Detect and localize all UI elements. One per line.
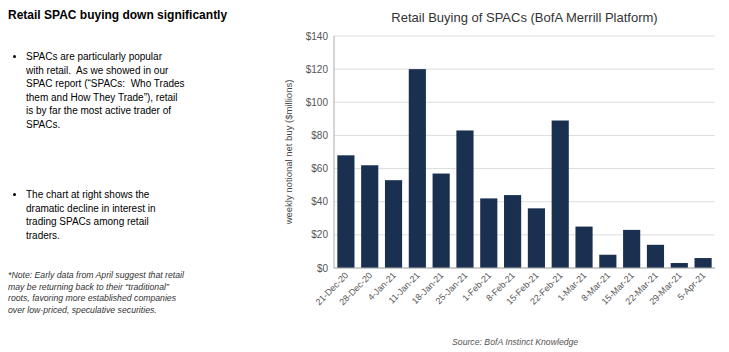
note-text: *Note: Early data from April suggest tha…: [8, 270, 184, 317]
bar: 4-Jan-21: 53: [385, 180, 402, 268]
bar: 25-Jan-21: 83: [456, 130, 473, 268]
bar: 18-Jan-21: 57: [433, 174, 450, 268]
bar: 8-Mar-21: 8: [599, 255, 616, 268]
y-axis: $0 $20 $40 $60 $80 $100 $120 $140: [306, 31, 329, 274]
bullet-text: The chart at right shows the dramatic de…: [26, 188, 156, 242]
bar: 21-Dec-20: 68: [337, 155, 354, 268]
bar: 1-Mar-21: 25: [575, 227, 592, 268]
bullet-list: SPACs are particularly popular with reta…: [8, 50, 185, 131]
bar: 22-Mar-21: 14: [647, 245, 664, 268]
y-tick-label: $120: [306, 64, 329, 75]
bar: 15-Mar-21: 23: [623, 230, 640, 268]
bullet-text: SPACs are particularly popular with reta…: [26, 50, 185, 131]
bar: 5-Apr-21: 6: [695, 258, 712, 268]
y-axis-label: weekly notional net buy ($millions): [283, 80, 294, 226]
y-tick-label: $60: [311, 163, 328, 174]
bar: 15-Feb-21: 36: [528, 208, 545, 268]
x-tick-label: 29-Mar-21: [647, 270, 683, 306]
text-panel: Retail SPAC buying down significantly SPA…: [8, 0, 270, 352]
bar: 22-Feb-21: 89: [552, 121, 569, 268]
grid-line: [334, 102, 715, 103]
y-tick-label: $0: [317, 263, 329, 274]
y-tick-label: $140: [306, 31, 329, 42]
x-axis: 21-Dec-2028-Dec-204-Jan-2111-Jan-2118-Ja…: [314, 270, 708, 307]
x-tick-label: 5-Apr-21: [676, 270, 708, 302]
x-axis-line: [334, 268, 715, 269]
grid-line: [334, 268, 715, 269]
bar: 29-Mar-21: 3: [671, 263, 688, 268]
y-tick-label: $80: [311, 130, 328, 141]
y-tick-label: $40: [311, 196, 328, 207]
source-text: Source: BofA Instinct Knowledge: [452, 337, 578, 347]
grid-line: [334, 69, 715, 70]
bar: 8-Feb-21: 44: [504, 195, 521, 268]
bar: 11-Jan-21: 120: [409, 69, 426, 268]
bar: 1-Feb-21: 42: [480, 198, 497, 268]
grid: [334, 36, 715, 268]
bar: 28-Dec-20: 62: [361, 165, 378, 268]
y-tick-label: $20: [311, 229, 328, 240]
x-tick-label: 28-Dec-20: [337, 270, 374, 307]
grid-line: [334, 36, 715, 37]
y-tick-label: $100: [306, 97, 329, 108]
panel-title: Retail SPAC buying down significantly: [8, 8, 227, 22]
grid-line: [334, 168, 715, 169]
chart: $0$20$40$60$80$100$120$14021-Dec-20: 682…: [0, 0, 729, 352]
bullet-list: The chart at right shows the dramatic de…: [8, 188, 156, 242]
x-tick-label: 22-Feb-21: [528, 270, 564, 306]
y-axis-line: [334, 36, 335, 268]
bars: 21-Dec-20: 68 28-Dec-20: 62 4-Jan-21: 53 11…: [337, 69, 711, 268]
grid-line: [334, 135, 715, 136]
chart-title: Retail Buying of SPACs (BofA Merrill Pla…: [391, 10, 657, 25]
